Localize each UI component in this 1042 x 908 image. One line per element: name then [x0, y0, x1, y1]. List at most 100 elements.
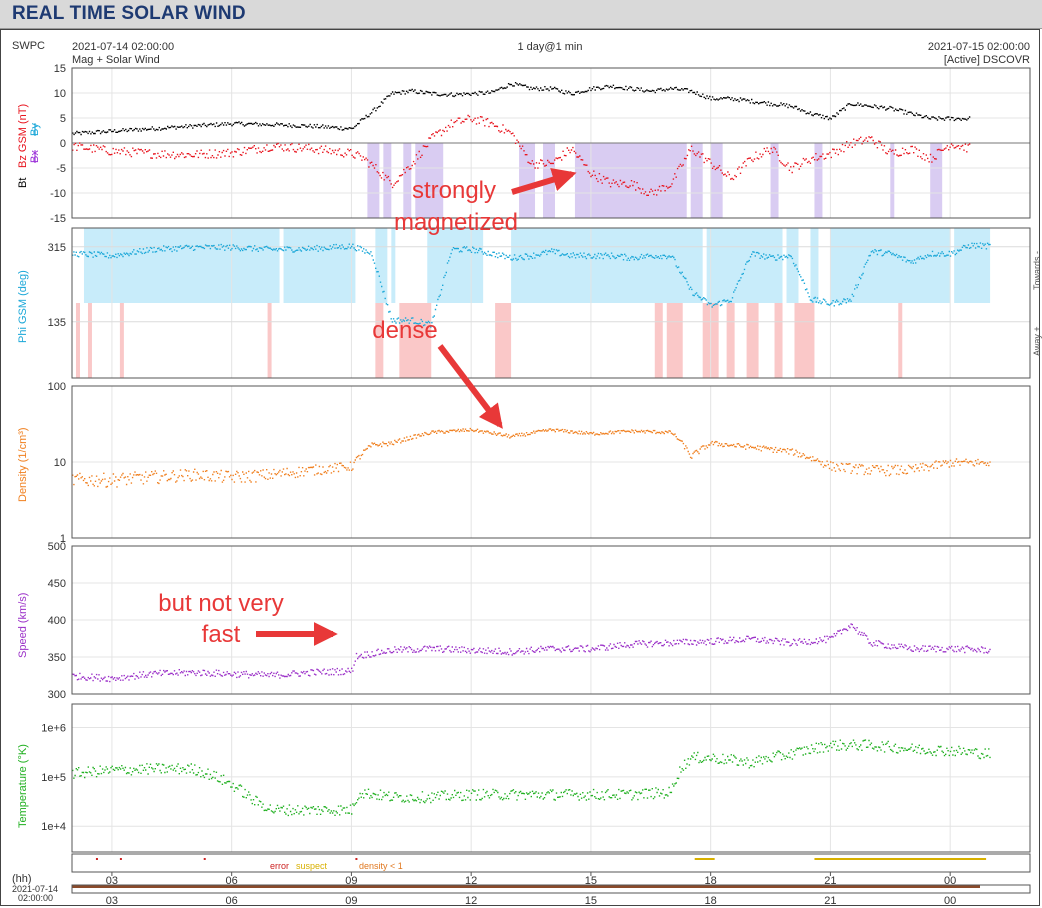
away-band: [774, 303, 783, 378]
toward-band: [786, 228, 799, 303]
ylabel-bx: Bx: [29, 150, 41, 163]
arrow-magnetized: [511, 168, 577, 195]
xtick-label-bottom: 00: [944, 895, 956, 907]
panel-frame-spd: [71, 545, 1031, 695]
x-tick-labels: 03 03 06 06 09 09 12 12 15 15 18 18 21 21 00 00: [106, 872, 956, 907]
xtick-label-bottom: 03: [106, 895, 118, 907]
xtick-label-top: 21: [824, 875, 836, 887]
legend-marks: [95, 858, 987, 860]
xtick-label-top: 00: [944, 875, 956, 887]
annotation-not-very: but not very: [158, 590, 283, 617]
xtick-label-top: 03: [106, 875, 118, 887]
annotation-group: strongly magnetized dense but not very f…: [158, 168, 577, 648]
xtick-label-bottom: 06: [226, 895, 238, 907]
ytick-mag: 10: [54, 88, 66, 100]
ylabel-by: By: [29, 123, 41, 136]
toward-band: [830, 228, 951, 303]
away-label: Away +: [1032, 326, 1042, 356]
error-mark: [355, 858, 358, 860]
plot-frame: [0, 29, 1040, 906]
away-band: [666, 303, 683, 378]
error-mark: [203, 858, 206, 860]
panel-frame-phi: [71, 227, 1031, 379]
start-time: 2021-07-14 02:00:00: [72, 41, 174, 53]
ytick-mag: 15: [54, 63, 66, 75]
legend-suspect: suspect: [296, 861, 328, 871]
toward-band: [511, 228, 703, 303]
ytick-density: 100: [48, 381, 66, 393]
toward-band: [391, 228, 396, 303]
bz-south-band: [519, 143, 536, 218]
annotation-magnetized: magnetized: [394, 209, 518, 236]
xtick-label-top: 06: [226, 875, 238, 887]
source-label: [Active] DSCOVR: [944, 54, 1030, 66]
ytick-mag: 0: [60, 138, 66, 150]
ylabel-bt: Bt: [17, 178, 29, 188]
toward-band: [83, 228, 280, 303]
bz-south-band: [574, 143, 591, 218]
bz-south-band: [890, 143, 895, 218]
away-band: [375, 303, 384, 378]
ytick-speed: 400: [48, 615, 66, 627]
timeline-bar: [72, 885, 980, 888]
annotation-dense: dense: [372, 317, 437, 344]
away-band: [794, 303, 815, 378]
ytick-speed: 450: [48, 578, 66, 590]
ytick-phi: 315: [48, 242, 66, 254]
xtick-label-bottom: 09: [345, 895, 357, 907]
toward-band: [375, 228, 388, 303]
error-mark: [119, 858, 122, 860]
ylabel-phi: Phi GSM (deg): [17, 270, 29, 343]
ytick-mag: -10: [50, 188, 66, 200]
page-title: REAL TIME SOLAR WIND: [12, 3, 246, 24]
ytick-speed: 300: [48, 689, 66, 701]
away-band: [87, 303, 92, 378]
hh-label: (hh): [12, 873, 32, 885]
ytick-speed: 350: [48, 652, 66, 664]
footer-date: 2021-07-14: [12, 884, 58, 894]
bz-south-band: [930, 143, 943, 218]
panel-series: [72, 82, 991, 817]
xtick-label-bottom: 12: [465, 895, 477, 907]
ytick-density: 1: [60, 533, 66, 545]
error-mark: [95, 858, 98, 860]
ytick-temperature: 1e+5: [41, 772, 66, 784]
bz-south-band: [770, 143, 779, 218]
bz-south-band: [415, 143, 444, 218]
ytick-temperature: 1e+4: [41, 821, 66, 833]
xtick-label-top: 09: [345, 875, 357, 887]
legend-error: error: [270, 861, 289, 871]
legend-strip: [71, 853, 1031, 873]
footer-time: 02:00:00: [18, 893, 53, 903]
bz-south-band: [590, 143, 687, 218]
legend-density: density < 1: [359, 861, 403, 871]
panel-frame-den: [71, 385, 1031, 539]
bz-south-band: [383, 143, 392, 218]
subtitle-left: Mag + Solar Wind: [72, 54, 160, 66]
bz-south-band: [367, 143, 380, 218]
ylabel-bz: Bz GSM (nT): [17, 104, 29, 168]
panel-fills: [75, 143, 991, 378]
away-band: [399, 303, 432, 378]
away-band: [746, 303, 759, 378]
title-bar: REAL TIME SOLAR WIND: [0, 0, 1042, 29]
toward-band: [954, 228, 991, 303]
away-band: [726, 303, 735, 378]
suspect-mark: [814, 858, 987, 860]
toward-band: [283, 228, 356, 303]
annotation-strongly: strongly: [412, 177, 496, 204]
away-band: [654, 303, 663, 378]
xtick-label-top: 18: [705, 875, 717, 887]
temperature-series: [72, 739, 991, 817]
xtick-label-bottom: 21: [824, 895, 836, 907]
bz-south-band: [710, 143, 723, 218]
xtick-label-top: 15: [585, 875, 597, 887]
ytick-mag: 5: [60, 113, 66, 125]
timeline-frame: [71, 884, 1031, 894]
away-band: [75, 303, 80, 378]
ylabel-speed: Speed (km/s): [17, 593, 29, 658]
ylabel-temperature: Temperature (°K): [17, 744, 29, 828]
density-series: [72, 427, 991, 488]
